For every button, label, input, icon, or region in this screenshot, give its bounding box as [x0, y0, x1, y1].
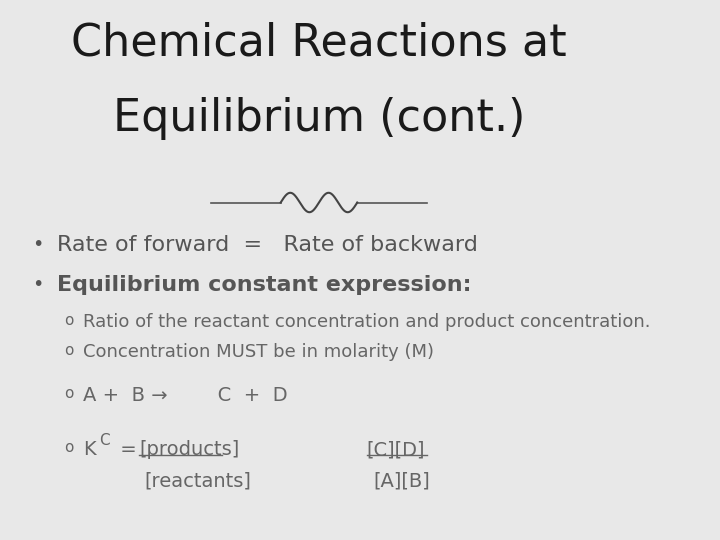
Text: o: o: [64, 313, 73, 328]
Text: Concentration MUST be in molarity (M): Concentration MUST be in molarity (M): [83, 343, 434, 361]
Text: Equilibrium constant expression:: Equilibrium constant expression:: [58, 275, 472, 295]
Text: •: •: [32, 235, 43, 254]
Text: [C][D]: [C][D]: [366, 440, 426, 459]
Text: Equilibrium (cont.): Equilibrium (cont.): [113, 97, 525, 140]
Text: Ratio of the reactant concentration and product concentration.: Ratio of the reactant concentration and …: [83, 313, 650, 331]
Text: Chemical Reactions at: Chemical Reactions at: [71, 22, 567, 65]
Text: •: •: [32, 275, 43, 294]
Text: C: C: [99, 433, 110, 448]
Text: o: o: [64, 343, 73, 358]
Text: [products]: [products]: [139, 440, 239, 459]
Text: A +  B →        C  +  D: A + B → C + D: [83, 386, 287, 405]
Text: o: o: [64, 440, 73, 455]
Text: K: K: [83, 440, 96, 459]
Text: o: o: [64, 386, 73, 401]
Text: Rate of forward  =   Rate of backward: Rate of forward = Rate of backward: [58, 235, 478, 255]
Text: =: =: [114, 440, 143, 459]
Text: [reactants]: [reactants]: [144, 471, 251, 490]
Text: [A][B]: [A][B]: [373, 471, 430, 490]
